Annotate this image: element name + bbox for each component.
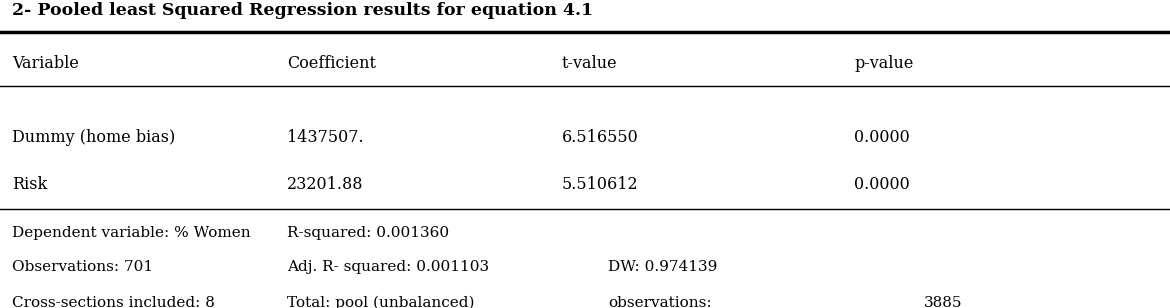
Text: Adj. R- squared: 0.001103: Adj. R- squared: 0.001103 [287, 260, 489, 274]
Text: 1437507.: 1437507. [287, 129, 363, 146]
Text: Cross-sections included: 8: Cross-sections included: 8 [12, 296, 214, 308]
Text: Risk: Risk [12, 176, 47, 192]
Text: observations:: observations: [608, 296, 713, 308]
Text: 2- Pooled least Squared Regression results for equation 4.1: 2- Pooled least Squared Regression resul… [12, 2, 593, 18]
Text: 3885: 3885 [924, 296, 963, 308]
Text: Dummy (home bias): Dummy (home bias) [12, 129, 175, 146]
Text: Coefficient: Coefficient [287, 55, 376, 72]
Text: t-value: t-value [562, 55, 618, 72]
Text: R-squared: 0.001360: R-squared: 0.001360 [287, 226, 449, 240]
Text: 23201.88: 23201.88 [287, 176, 363, 192]
Text: 6.516550: 6.516550 [562, 129, 639, 146]
Text: Variable: Variable [12, 55, 78, 72]
Text: 0.0000: 0.0000 [854, 129, 910, 146]
Text: Dependent variable: % Women: Dependent variable: % Women [12, 226, 250, 240]
Text: DW: 0.974139: DW: 0.974139 [608, 260, 717, 274]
Text: 0.0000: 0.0000 [854, 176, 910, 192]
Text: Total: pool (unbalanced): Total: pool (unbalanced) [287, 296, 474, 308]
Text: Observations: 701: Observations: 701 [12, 260, 153, 274]
Text: p-value: p-value [854, 55, 914, 72]
Text: 5.510612: 5.510612 [562, 176, 638, 192]
